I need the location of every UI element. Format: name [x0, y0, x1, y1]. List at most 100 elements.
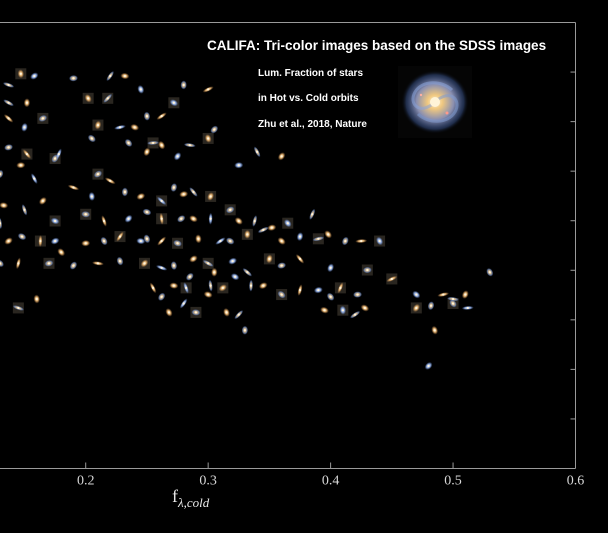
galaxy-point — [114, 124, 126, 130]
galaxy-point — [461, 290, 469, 299]
galaxy-points — [0, 68, 494, 370]
galaxy-point — [361, 264, 373, 276]
galaxy-point — [228, 257, 237, 265]
x-axis-label: fλ,cold — [172, 486, 210, 510]
annotation-line-1: Lum. Fraction of stars — [258, 68, 363, 79]
galaxy-point — [241, 325, 249, 335]
galaxy-point — [136, 237, 146, 245]
galaxy-point — [138, 257, 150, 269]
plot-frame — [0, 22, 576, 469]
annotation-line-2: in Hot vs. Cold orbits — [258, 93, 359, 104]
galaxy-point — [81, 240, 91, 247]
galaxy-point — [23, 98, 31, 108]
galaxy-point — [349, 310, 361, 319]
galaxy-point — [431, 325, 439, 335]
galaxy-point — [447, 296, 460, 302]
galaxy-point — [2, 82, 15, 88]
right-axis-ticks — [570, 71, 576, 420]
galaxy-point — [190, 306, 202, 318]
galaxy-point — [241, 228, 253, 240]
x-axis-label-main: f — [172, 486, 178, 506]
galaxy-point — [149, 282, 157, 294]
galaxy-point — [155, 265, 168, 271]
x-tick-label: 0.5 — [444, 474, 462, 489]
galaxy-point — [143, 147, 151, 157]
galaxy-point — [67, 184, 80, 191]
galaxy-point — [189, 255, 198, 263]
x-tick-label: 0.4 — [322, 474, 340, 489]
galaxy-point — [208, 212, 213, 225]
galaxy-point — [355, 239, 368, 244]
galaxy-point — [3, 99, 14, 107]
galaxy-point — [87, 134, 96, 143]
galaxy-point — [147, 137, 160, 149]
galaxy-point — [0, 169, 4, 179]
galaxy-point — [410, 302, 422, 314]
galaxy-point — [124, 138, 133, 147]
galaxy-point — [249, 279, 254, 292]
galaxy-point — [80, 208, 92, 220]
galaxy-point — [276, 289, 288, 301]
galaxy-point — [211, 267, 218, 277]
galaxy-point — [68, 75, 78, 82]
galaxy-point — [424, 361, 433, 370]
galaxy-point — [92, 261, 104, 266]
chart-title: CALIFA: Tri-color images based on the SD… — [207, 38, 546, 53]
galaxy-point — [120, 72, 130, 80]
galaxy-point — [4, 237, 13, 245]
galaxy-point — [202, 86, 214, 93]
galaxy-point — [437, 292, 450, 297]
galaxy-point — [215, 237, 226, 245]
galaxy-point — [0, 217, 3, 230]
galaxy-point — [101, 215, 107, 227]
galaxy-point — [230, 273, 240, 281]
galaxy-point — [263, 253, 275, 265]
galaxy-point — [114, 231, 126, 243]
galaxy-point — [309, 208, 316, 220]
example-galaxy-image — [398, 66, 472, 138]
galaxy-point — [157, 292, 166, 301]
galaxy-point — [224, 204, 236, 216]
galaxy-point — [156, 195, 168, 207]
galaxy-point — [180, 80, 187, 90]
galaxy-point — [253, 146, 261, 158]
galaxy-point — [334, 282, 346, 294]
galaxy-point — [447, 297, 459, 309]
galaxy-point — [30, 72, 39, 80]
galaxy-point — [82, 92, 94, 104]
galaxy-point — [15, 68, 27, 80]
galaxy-point — [195, 234, 202, 244]
galaxy-point — [242, 268, 253, 277]
galaxy-point — [277, 152, 286, 161]
galaxy-point — [257, 226, 269, 234]
galaxy-point — [100, 236, 108, 246]
galaxy-point — [461, 305, 474, 310]
x-tick-label: 0.3 — [199, 474, 217, 489]
galaxy-point — [217, 282, 229, 294]
galaxy-point — [106, 70, 115, 82]
galaxy-point — [3, 114, 14, 123]
galaxy-point — [34, 235, 46, 248]
galaxy-point — [158, 140, 166, 150]
galaxy-point — [202, 257, 214, 269]
galaxy-point — [57, 248, 66, 257]
galaxy-point — [168, 97, 180, 109]
galaxy-point — [189, 215, 198, 223]
galaxy-point — [313, 286, 323, 294]
x-axis-ticks: 0.2 0.3 0.4 0.5 0.6 — [77, 462, 584, 489]
galaxy-point — [252, 215, 258, 227]
galaxy-point — [21, 122, 28, 132]
galaxy-point — [295, 254, 305, 264]
galaxy-point — [92, 168, 104, 180]
galaxy-point — [116, 256, 124, 266]
galaxy-point — [327, 263, 335, 273]
galaxy-point — [170, 261, 178, 271]
galaxy-point — [0, 259, 4, 268]
galaxy-point — [16, 162, 26, 169]
galaxy-point — [157, 236, 167, 246]
galaxy-point — [173, 152, 182, 161]
galaxy-point — [136, 192, 146, 200]
galaxy-point — [326, 292, 335, 301]
galaxy-point — [341, 236, 349, 246]
